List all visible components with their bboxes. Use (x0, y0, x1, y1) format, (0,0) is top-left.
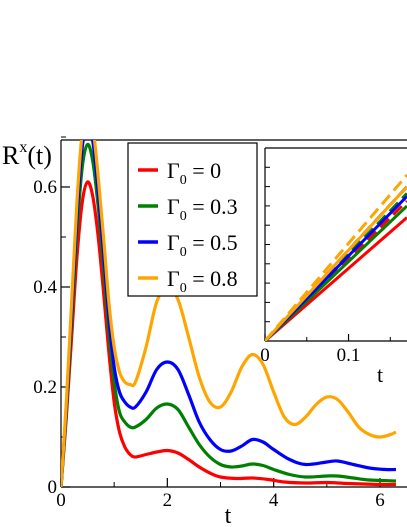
y-tick-label: 0.4 (33, 277, 57, 298)
inset-series (265, 174, 407, 341)
legend-items: Γ0 = 0 Γ0 = 0.3 Γ0 = 0.5 Γ0 = 0.8 (138, 158, 238, 296)
x-tick-label: 4 (269, 490, 279, 511)
y-tick-label: 0.2 (33, 377, 57, 398)
x-tick-label: 0 (56, 490, 66, 511)
inset-plot: 0 0.1 t (260, 145, 407, 387)
legend-label: Γ0 = 0.3 (167, 194, 238, 224)
main-series (61, 140, 397, 487)
legend: Γ0 = 0 Γ0 = 0.3 Γ0 = 0.5 Γ0 = 0.8 (127, 142, 258, 297)
y-axis-title-superscript: x (19, 139, 27, 156)
y-axis-title-symbol: R (2, 141, 20, 170)
legend-label: Γ0 = 0.8 (167, 266, 238, 296)
x-tick-label: 6 (375, 490, 385, 511)
inset-dashed-line-0 (265, 200, 407, 341)
x-tick-label: 2 (163, 490, 173, 511)
y-tick-label: 0.6 (33, 177, 57, 198)
y-axis-title-suffix: (t) (27, 141, 52, 170)
inset-ticks: 0 0.1 (260, 166, 391, 366)
series-line-3 (61, 140, 397, 487)
legend-label: Γ0 = 0 (167, 158, 221, 188)
y-tick-label: 0 (48, 477, 58, 498)
main-ticks: 0 2 4 6 0 0.2 0.4 0.6 (33, 136, 385, 511)
x-axis-title: t (225, 503, 232, 527)
inset-solid-line-3 (265, 185, 407, 341)
inset-dashed-line-1 (265, 192, 407, 341)
inset-x-tick-label: 0.1 (337, 345, 361, 366)
main-plot: 0 2 4 6 0 0.2 0.4 0.6 (33, 136, 407, 511)
inset-x-axis-title: t (377, 362, 383, 387)
series-line-0 (61, 180, 396, 487)
series-line-2 (61, 140, 396, 487)
inset-x-tick-label: 0 (260, 345, 270, 366)
legend-label: Γ0 = 0.5 (167, 230, 238, 260)
series-line-1 (61, 142, 397, 487)
inset-dashed-line-3 (265, 174, 407, 341)
inset-background (263, 145, 407, 342)
y-axis-title: Rx(t) (2, 139, 52, 170)
